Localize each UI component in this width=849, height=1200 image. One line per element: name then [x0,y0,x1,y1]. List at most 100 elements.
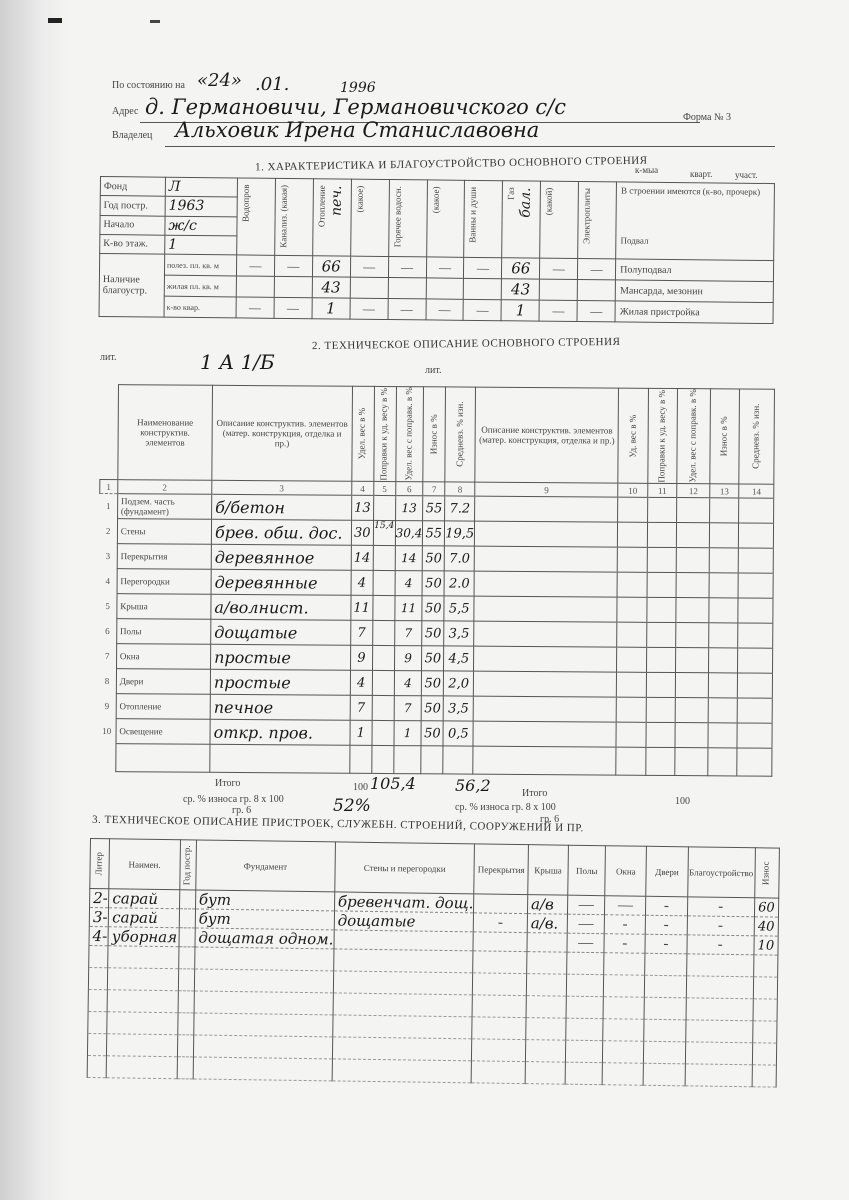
wear-percent: 50 [421,670,444,696]
outbuilding-cell: бут [195,908,335,930]
outbuilding-cell: — [604,895,647,916]
empty-cell [87,1033,108,1056]
utility-column-header: Газ бал. [502,180,541,259]
specific-weight: 13 [351,495,374,521]
availability-value: — [273,297,312,319]
empty-cell [616,622,647,648]
column-number: 4 [351,481,374,496]
weight-corrected: 11 [394,595,423,621]
weight-corrected: 4 [394,570,423,596]
availability-value: — [539,258,578,280]
specific-weight: 14 [351,545,374,571]
utility-column-header: Водопров [236,177,276,256]
column-header: Средневз. % изн. [739,388,775,485]
column-header: Износ в % [423,386,446,482]
empty-cell [525,995,567,1019]
element-description: печное [210,694,351,721]
wear-percent: 50 [422,545,445,571]
outbuilding-cell: - [604,933,646,954]
availability-sublabel: полез. пл. кв. м [164,254,237,276]
availability-value: — [388,256,427,278]
availability-value: — [425,298,464,321]
empty-cell [443,745,474,775]
wear-percent: 50 [422,570,445,596]
empty-cell [684,1063,753,1087]
empty-cell [602,1062,644,1086]
average-wear: 7.0 [444,545,475,572]
empty-cell [675,672,709,698]
availability-value: 66 [312,255,351,278]
empty-cell [526,951,567,975]
empty-cell [685,975,754,999]
element-description: б/бетон [211,494,352,521]
availability-value: — [577,258,616,280]
availability-value: — [539,300,578,322]
field-label: Год постр. [100,195,166,216]
outbuilding-cell: уборная [108,926,180,947]
outbuilding-cell: - [686,896,755,917]
empty-cell [708,572,739,598]
average-wear: 7.2 [444,495,475,522]
weight-correction: 15,4 [373,520,396,546]
outbuilding-cell: - [645,896,688,916]
empty-cell [603,996,645,1020]
empty-cell [565,1062,603,1085]
outbuilding-cell [473,931,528,952]
empty-cell [88,989,108,1012]
empty-cell [676,547,710,573]
empty-cell [472,1016,526,1040]
empty-cell [676,572,710,598]
availability-value [349,277,389,299]
empty-cell [194,968,334,993]
empty-cell [566,974,604,997]
empty-cell [177,990,195,1013]
empty-cell [675,722,709,748]
element-description: брев. обш. дос. [211,519,352,546]
empty-cell [738,522,774,549]
element-description: откр. пров. [210,719,350,746]
column-header-label: Износ в % [718,416,729,457]
element-description: дощатые [210,619,351,646]
section1-top-right-2: кварт. [690,169,713,179]
row-number: 1 [106,501,111,512]
lit-label-right: лит. [425,365,442,376]
empty-cell [709,547,739,573]
outbuilding-cell: - [686,915,755,936]
average-wear: 4,5 [443,645,474,672]
outbuilding-cell: - [686,934,754,955]
column-header: Крыша [527,844,569,896]
field-value: Л [165,177,238,198]
outbuilding-cell: — [567,895,606,915]
empty-cell [617,522,648,548]
empty-cell [474,596,618,623]
wear-percent: 50 [421,695,444,721]
characteristics-grid: Фонд Л Водопров Канализ. (какая) Отопление пе… [99,176,775,324]
utility-column-header: Электроплиты [577,181,617,259]
weight-correction [371,720,394,746]
weight-corrected: 9 [394,645,423,671]
empty-cell [88,967,108,990]
column-header: Окна [605,845,647,897]
outbuilding-cell: - [645,934,687,954]
specific-weight: 11 [350,595,373,621]
empty-cell [737,647,773,674]
empty-cell [525,1039,566,1063]
specific-weight: 1 [349,720,372,746]
utility-column-label: Электроплиты [581,188,593,244]
field-value: 1 [164,234,237,255]
utility-column-label: Газ [506,187,517,200]
availability-value: 1 [501,299,540,322]
empty-cell [643,1019,686,1042]
column-number: 5 [373,481,396,496]
element-name: Перекрытия [117,543,212,570]
empty-cell [643,1041,686,1064]
empty-cell [646,572,677,598]
outbuildings-grid: Литер Наимен. Год постр. Фундамент Стены и п… [87,838,780,1088]
element-description: деревянное [211,544,352,571]
avg-wear-formula-den-right: гр. 6 [540,814,560,825]
empty-cell [565,1018,604,1041]
column-header: Благоустройство [687,846,756,898]
section2-title: 2. ТЕХНИЧЕСКОЕ ОПИСАНИЕ ОСНОВНОГО СТРОЕН… [311,335,621,353]
column-header-label: Средневз. % изн. [750,403,762,470]
average-wear: 2,0 [443,670,474,697]
